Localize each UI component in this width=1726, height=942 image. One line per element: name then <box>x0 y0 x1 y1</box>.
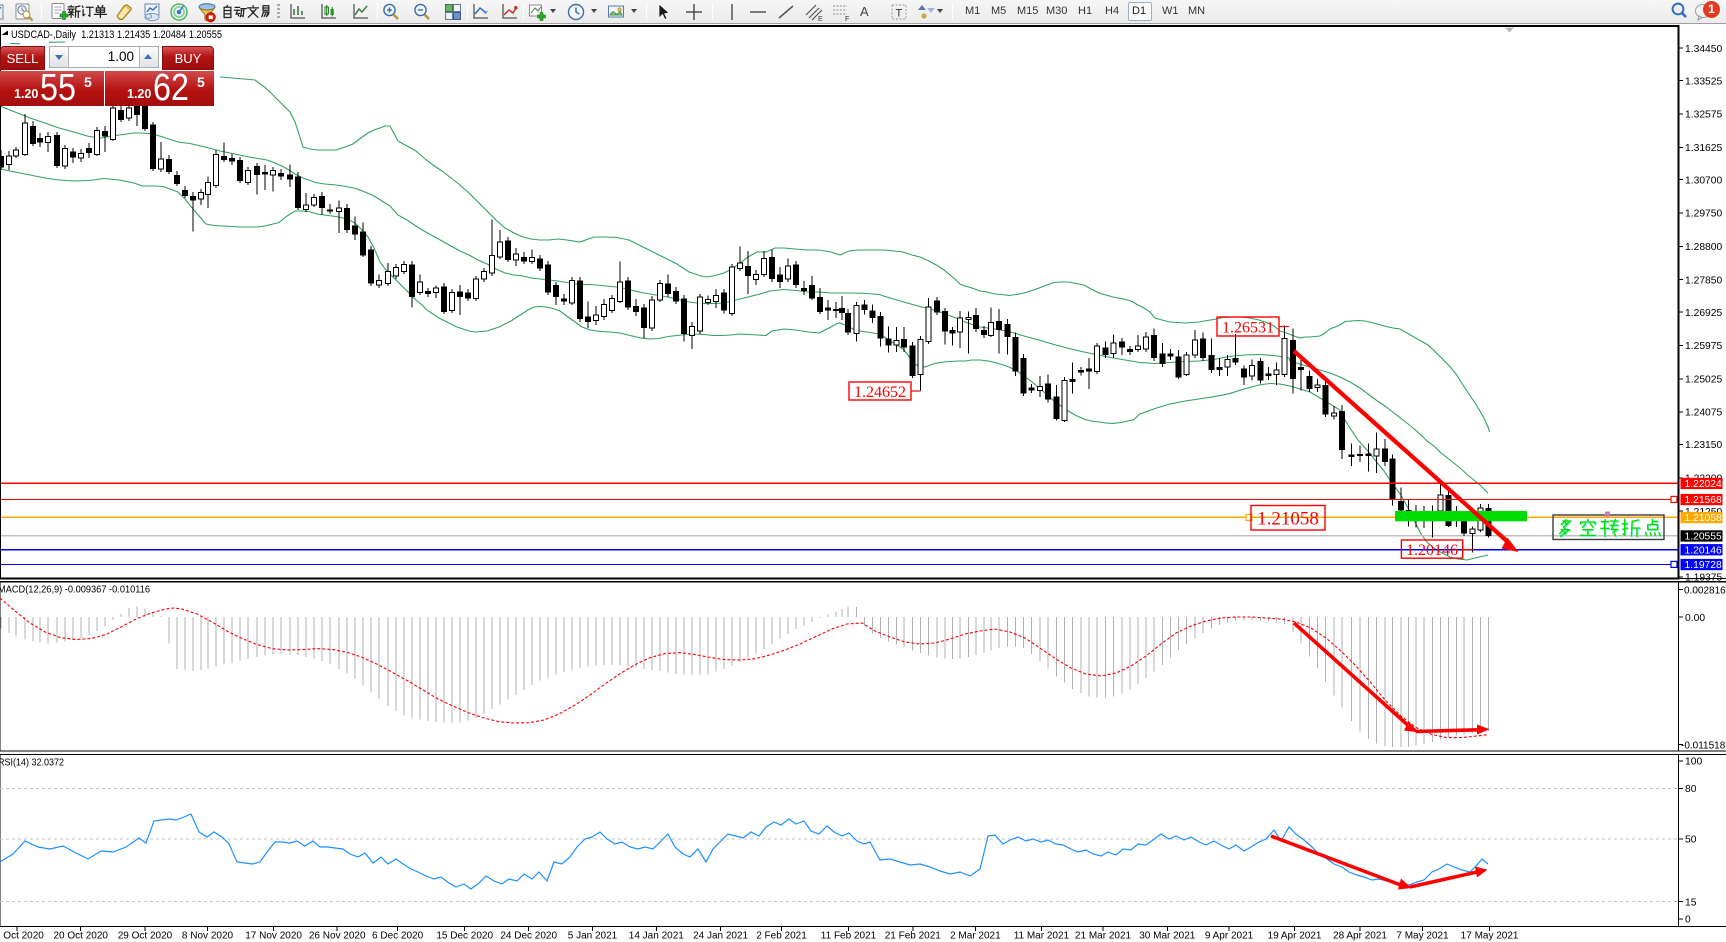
svg-text:7 May 2021: 7 May 2021 <box>1396 931 1449 942</box>
svg-text:1.19375: 1.19375 <box>1685 573 1722 584</box>
svg-text:1.20146: 1.20146 <box>1685 545 1722 556</box>
svg-text:1.26925: 1.26925 <box>1685 308 1722 319</box>
svg-text:17 Nov 2020: 17 Nov 2020 <box>245 931 302 942</box>
svg-text:1.24652: 1.24652 <box>854 384 906 401</box>
svg-text:26 Nov 2020: 26 Nov 2020 <box>309 931 366 942</box>
svg-text:1.20146: 1.20146 <box>1406 542 1458 559</box>
svg-text:1.22024: 1.22024 <box>1685 479 1722 490</box>
svg-text:MACD(12,26,9) -0.009367 -0.010: MACD(12,26,9) -0.009367 -0.010116 <box>0 585 150 596</box>
svg-text:2 Feb 2021: 2 Feb 2021 <box>756 931 807 942</box>
svg-text:1.25025: 1.25025 <box>1685 374 1722 385</box>
svg-text:RSI(14) 32.0372: RSI(14) 32.0372 <box>0 758 64 769</box>
svg-text:1.32575: 1.32575 <box>1685 110 1722 121</box>
svg-text:USDCAD-,Daily 1.21313 1.21435: USDCAD-,Daily 1.21313 1.21435 1.20484 1.… <box>11 29 222 41</box>
svg-text:9 Apr 2021: 9 Apr 2021 <box>1205 931 1254 942</box>
svg-text:14 Jan 2021: 14 Jan 2021 <box>629 931 684 942</box>
svg-text:1.33525: 1.33525 <box>1685 76 1722 87</box>
svg-text:2 Mar 2021: 2 Mar 2021 <box>950 931 1001 942</box>
svg-text:24 Jan 2021: 24 Jan 2021 <box>693 931 748 942</box>
svg-text:E: E <box>818 16 823 22</box>
svg-text:T: T <box>896 8 903 20</box>
svg-text:1.21058: 1.21058 <box>1685 513 1722 524</box>
svg-text:1.25975: 1.25975 <box>1685 341 1722 352</box>
svg-text:1.23150: 1.23150 <box>1685 440 1722 451</box>
svg-text:-0.011518: -0.011518 <box>1681 740 1726 751</box>
svg-text:24 Dec 2020: 24 Dec 2020 <box>500 931 557 942</box>
svg-text:0.00: 0.00 <box>1685 613 1705 624</box>
svg-text:19 Apr 2021: 19 Apr 2021 <box>1268 931 1322 942</box>
svg-text:0.002816: 0.002816 <box>1684 585 1726 596</box>
svg-text:11 Oct 2020: 11 Oct 2020 <box>0 931 44 942</box>
svg-text:1.30700: 1.30700 <box>1685 175 1722 186</box>
svg-text:0: 0 <box>1685 915 1691 926</box>
svg-text:1.21568: 1.21568 <box>1685 495 1722 506</box>
svg-text:100: 100 <box>1685 757 1702 768</box>
svg-text:50: 50 <box>1685 835 1697 846</box>
svg-text:1.29750: 1.29750 <box>1685 209 1722 220</box>
svg-text:1.19728: 1.19728 <box>1685 560 1722 571</box>
svg-text:29 Oct 2020: 29 Oct 2020 <box>118 931 173 942</box>
svg-text:15 Dec 2020: 15 Dec 2020 <box>436 931 493 942</box>
svg-text:1.34450: 1.34450 <box>1685 44 1722 55</box>
svg-text:8 Nov 2020: 8 Nov 2020 <box>182 931 234 942</box>
svg-text:1.21058: 1.21058 <box>1257 509 1319 530</box>
svg-text:1.28800: 1.28800 <box>1685 242 1722 253</box>
svg-text:1.26531: 1.26531 <box>1222 319 1274 336</box>
svg-text:11 Mar 2021: 11 Mar 2021 <box>1014 931 1070 942</box>
svg-text:15: 15 <box>1685 897 1697 908</box>
svg-text:6 Dec 2020: 6 Dec 2020 <box>372 931 424 942</box>
svg-text:30 Mar 2021: 30 Mar 2021 <box>1139 931 1196 942</box>
svg-text:17 May 2021: 17 May 2021 <box>1461 931 1519 942</box>
svg-text:11 Feb 2021: 11 Feb 2021 <box>821 931 877 942</box>
svg-text:1.24075: 1.24075 <box>1685 408 1722 419</box>
svg-text:28 Apr 2021: 28 Apr 2021 <box>1333 931 1387 942</box>
svg-text:1.31625: 1.31625 <box>1685 143 1722 154</box>
svg-text:1.27850: 1.27850 <box>1685 275 1722 286</box>
svg-text:80: 80 <box>1685 784 1697 795</box>
svg-text:1.20555: 1.20555 <box>1685 532 1722 543</box>
svg-text:20 Oct 2020: 20 Oct 2020 <box>53 931 108 942</box>
svg-text:21 Mar 2021: 21 Mar 2021 <box>1075 931 1132 942</box>
svg-text:F: F <box>845 16 849 22</box>
svg-text:21 Feb 2021: 21 Feb 2021 <box>885 931 942 942</box>
svg-text:5 Jan 2021: 5 Jan 2021 <box>568 931 618 942</box>
